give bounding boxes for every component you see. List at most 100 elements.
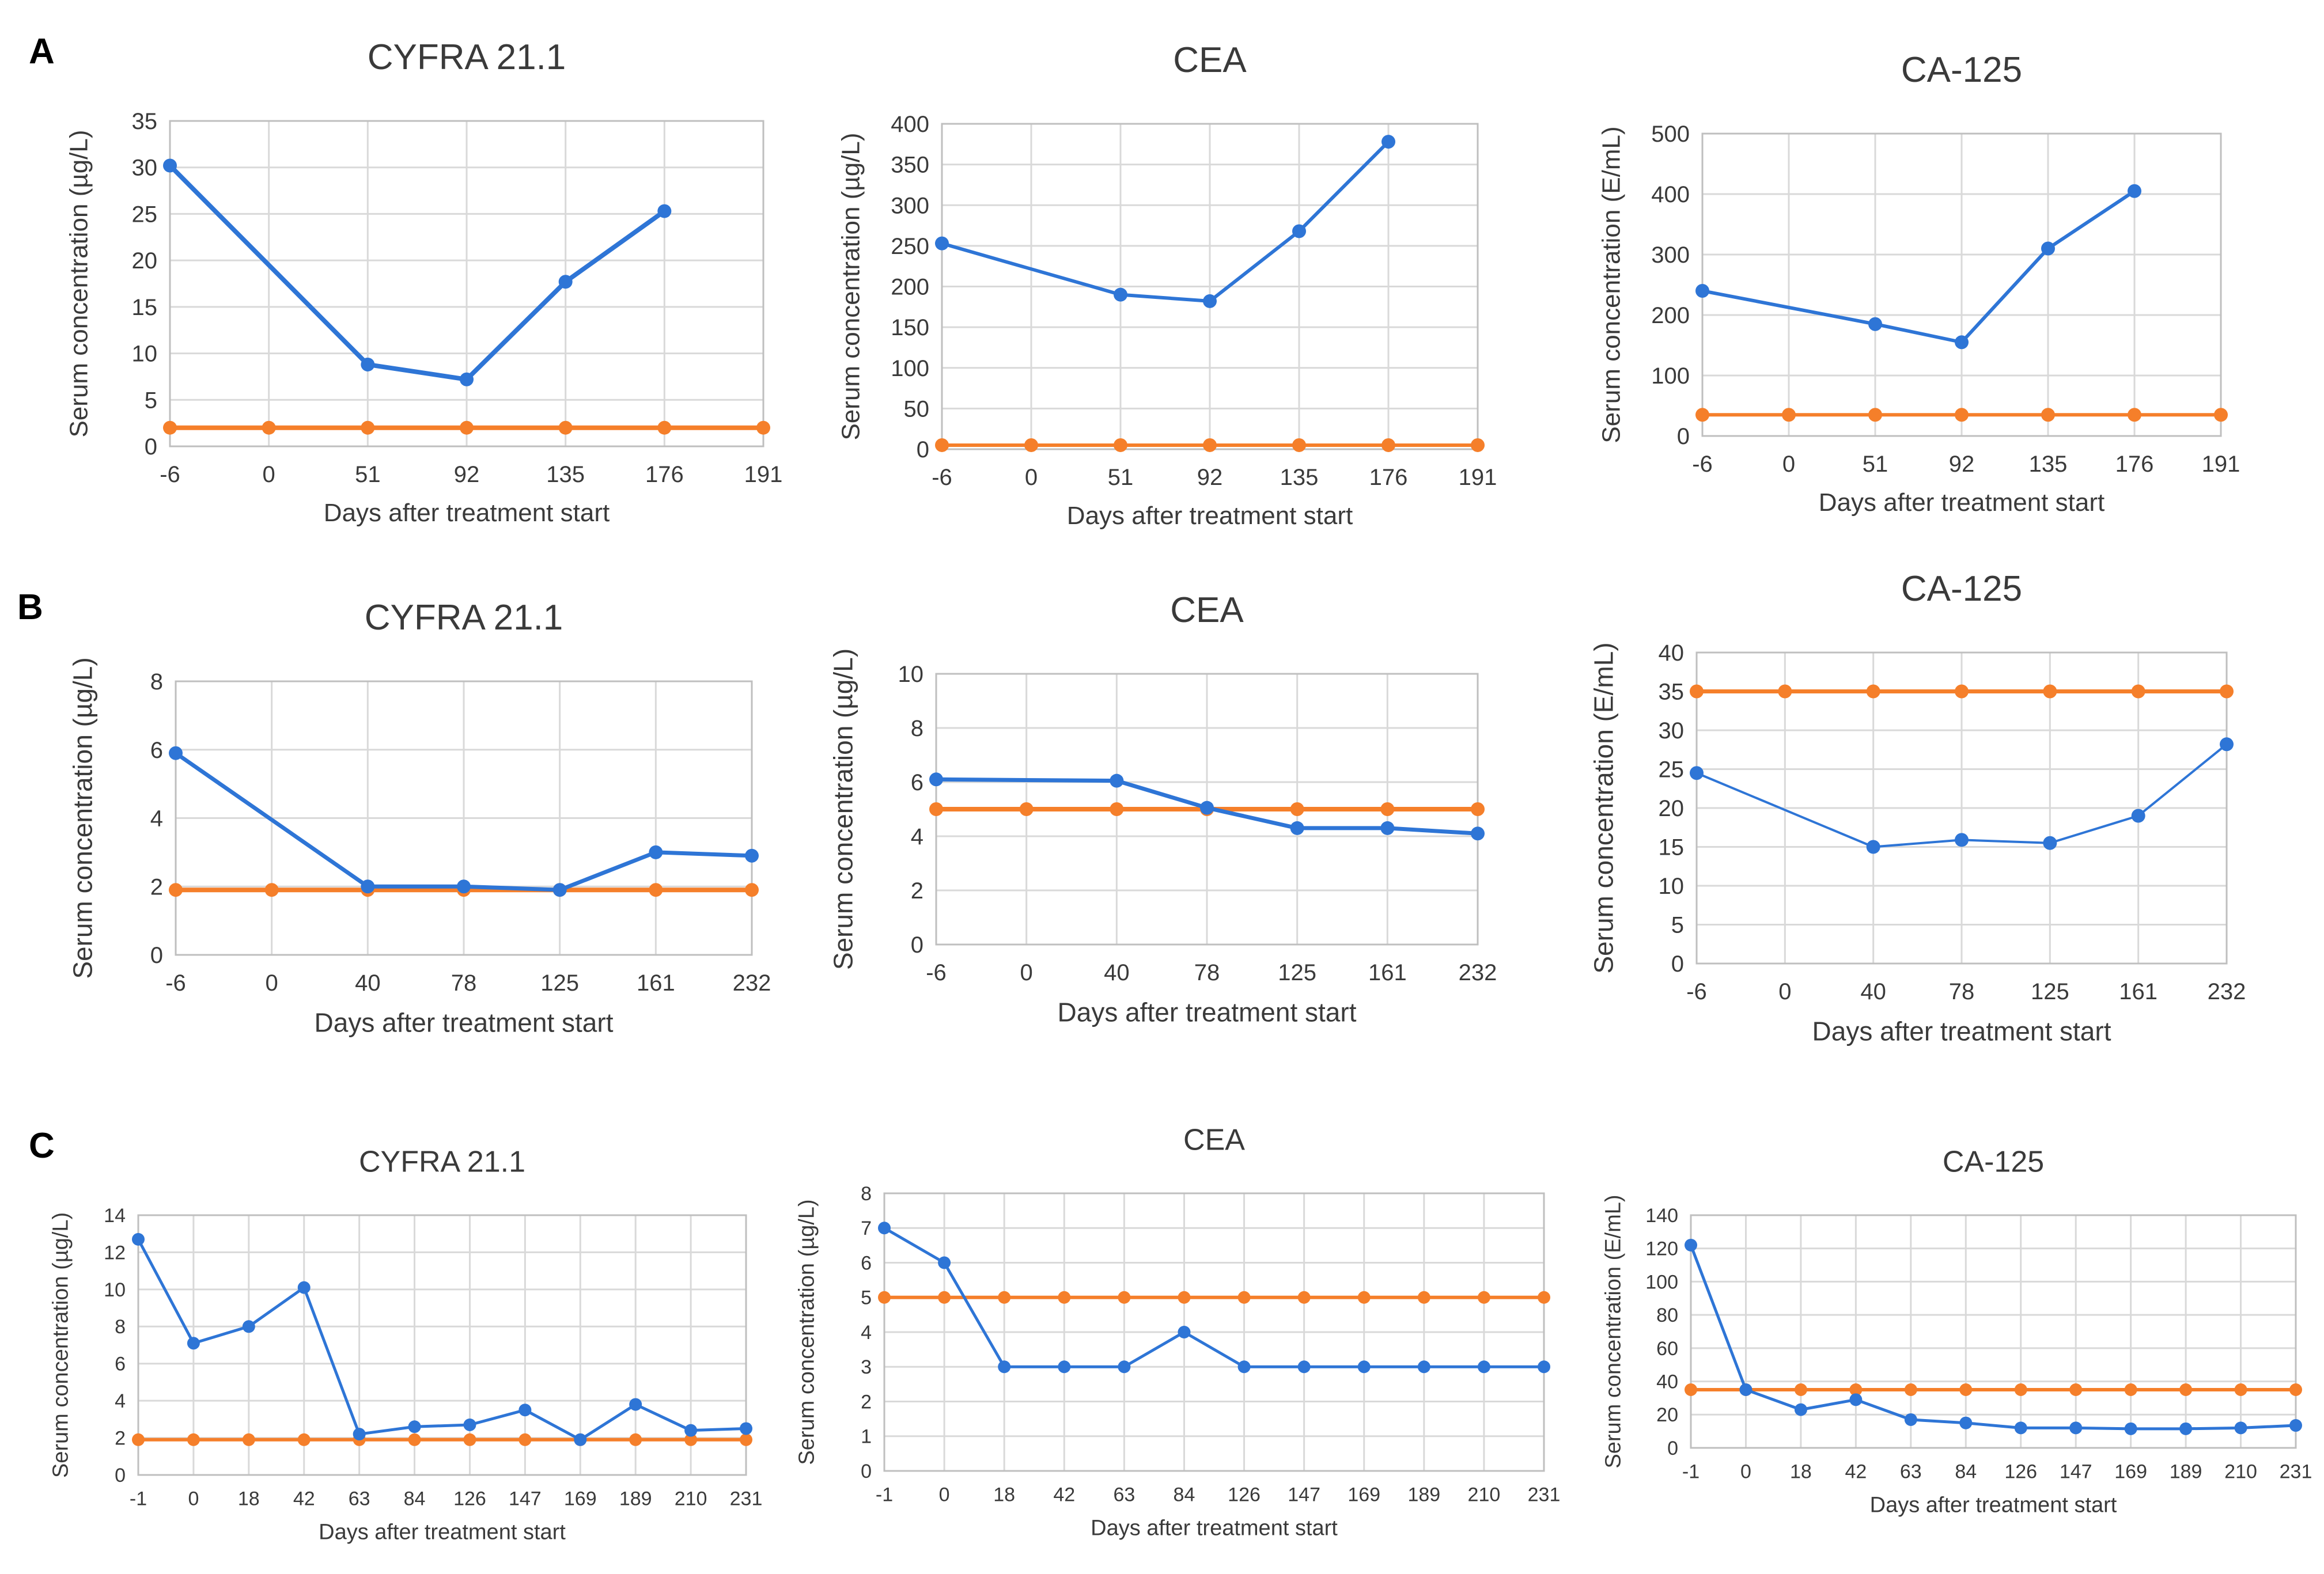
- x-tick-label: 18: [993, 1484, 1015, 1506]
- data-point-reference: [2014, 1383, 2027, 1396]
- x-tick-label: 191: [2202, 452, 2240, 477]
- y-tick-label: 10: [898, 662, 924, 687]
- x-tick-label: 63: [349, 1488, 370, 1510]
- x-tick-label: 42: [293, 1488, 315, 1510]
- x-axis-label: Days after treatment start: [1067, 502, 1353, 530]
- y-tick-label: 40: [1659, 640, 1685, 666]
- plot-area-border: [175, 680, 753, 956]
- data-point-reference: [745, 883, 759, 897]
- data-point-reference: [1849, 1383, 1863, 1396]
- y-tick-label: 140: [1645, 1205, 1678, 1227]
- x-tick-label: 191: [744, 462, 783, 487]
- data-point-reference: [187, 1433, 200, 1446]
- x-tick-label: 161: [2119, 979, 2158, 1004]
- y-tick-label: 20: [1659, 796, 1685, 821]
- y-axis-label: Serum concentration (E/mL): [1601, 1194, 1625, 1468]
- data-point-reference: [297, 1433, 311, 1446]
- data-point-patient: [629, 1398, 642, 1411]
- x-tick-label: 0: [1025, 465, 1038, 490]
- plot-area-border: [169, 120, 764, 447]
- y-tick-label: 4: [861, 1322, 872, 1344]
- x-tick-label: 42: [1053, 1484, 1075, 1506]
- y-tick-label: 400: [1651, 182, 1690, 207]
- series-line-patient: [883, 1227, 1544, 1368]
- plot-area-border: [137, 1214, 747, 1476]
- x-tick-label: 232: [2208, 979, 2246, 1004]
- data-point-patient: [1471, 826, 1485, 841]
- data-point-patient: [657, 204, 672, 218]
- x-tick-label: 135: [546, 462, 585, 487]
- x-tick-label: -6: [165, 970, 186, 996]
- data-point-reference: [2214, 408, 2228, 422]
- y-tick-label: 120: [1645, 1238, 1678, 1260]
- y-tick-label: 4: [150, 806, 163, 832]
- data-point-patient: [558, 275, 573, 289]
- data-point-reference: [998, 1291, 1011, 1304]
- data-point-patient: [2179, 1422, 2193, 1435]
- data-point-patient: [408, 1420, 421, 1433]
- y-tick-label: 0: [115, 1465, 126, 1486]
- y-tick-label: 2: [911, 878, 923, 904]
- y-tick-label: 7: [861, 1218, 872, 1239]
- x-tick-label: 125: [2031, 979, 2069, 1004]
- y-axis-label: Serum concentration (µg/L): [837, 132, 865, 440]
- x-tick-label: 92: [1949, 452, 1975, 477]
- data-point-reference: [1114, 438, 1127, 452]
- x-axis-label: Days after treatment start: [1870, 1493, 2117, 1518]
- y-tick-label: 50: [904, 396, 930, 422]
- x-tick-label: 210: [675, 1488, 707, 1510]
- data-point-reference: [629, 1433, 642, 1446]
- data-point-reference: [518, 1433, 532, 1446]
- data-point-reference: [1297, 1291, 1311, 1304]
- chart-title: CEA: [1173, 40, 1247, 80]
- y-tick-label: 2: [861, 1391, 872, 1413]
- x-tick-label: 169: [1348, 1484, 1380, 1506]
- data-point-reference: [1417, 1291, 1430, 1304]
- x-tick-label: 191: [1459, 465, 1497, 490]
- x-axis-label: Days after treatment start: [324, 499, 610, 527]
- y-tick-label: 350: [891, 153, 929, 178]
- x-tick-label: 0: [1740, 1461, 1751, 1483]
- data-point-patient: [163, 158, 177, 173]
- x-tick-label: 51: [1863, 452, 1888, 477]
- x-tick-label: 0: [263, 462, 275, 487]
- data-point-reference: [684, 1433, 698, 1446]
- y-tick-label: 400: [891, 112, 929, 137]
- series-line-patient: [941, 140, 1390, 303]
- data-point-reference: [935, 438, 949, 452]
- data-point-reference: [1237, 1291, 1251, 1304]
- x-tick-label: 63: [1900, 1461, 1922, 1483]
- data-point-reference: [1381, 438, 1395, 452]
- data-point-patient: [649, 845, 663, 859]
- data-point-patient: [935, 236, 949, 251]
- data-point-reference: [1538, 1291, 1550, 1304]
- x-tick-label: 169: [2114, 1461, 2147, 1483]
- x-tick-label: 84: [1955, 1461, 1977, 1483]
- y-tick-label: 15: [132, 295, 158, 320]
- data-point-patient: [460, 372, 474, 386]
- data-point-patient: [1849, 1393, 1863, 1406]
- x-tick-label: 78: [451, 970, 477, 996]
- y-axis-label: Serum concentration (µg/L): [48, 1212, 73, 1478]
- data-point-patient: [1297, 1360, 1311, 1374]
- data-point-patient: [740, 1422, 752, 1435]
- y-tick-label: 20: [1656, 1404, 1678, 1426]
- data-point-patient: [552, 883, 567, 897]
- data-point-reference: [2043, 684, 2057, 699]
- x-tick-label: 40: [1860, 979, 1886, 1004]
- data-point-reference: [2069, 1383, 2083, 1396]
- x-tick-label: 0: [188, 1488, 199, 1510]
- data-point-patient: [353, 1428, 366, 1441]
- x-tick-label: 40: [1104, 960, 1130, 985]
- x-tick-label: 169: [564, 1488, 597, 1510]
- y-tick-label: 1: [861, 1426, 872, 1448]
- data-point-reference: [361, 420, 375, 435]
- y-tick-label: 8: [911, 716, 923, 741]
- data-point-patient: [2234, 1421, 2247, 1435]
- data-point-reference: [1782, 408, 1796, 422]
- data-point-patient: [1739, 1383, 1753, 1396]
- data-point-patient: [998, 1360, 1011, 1374]
